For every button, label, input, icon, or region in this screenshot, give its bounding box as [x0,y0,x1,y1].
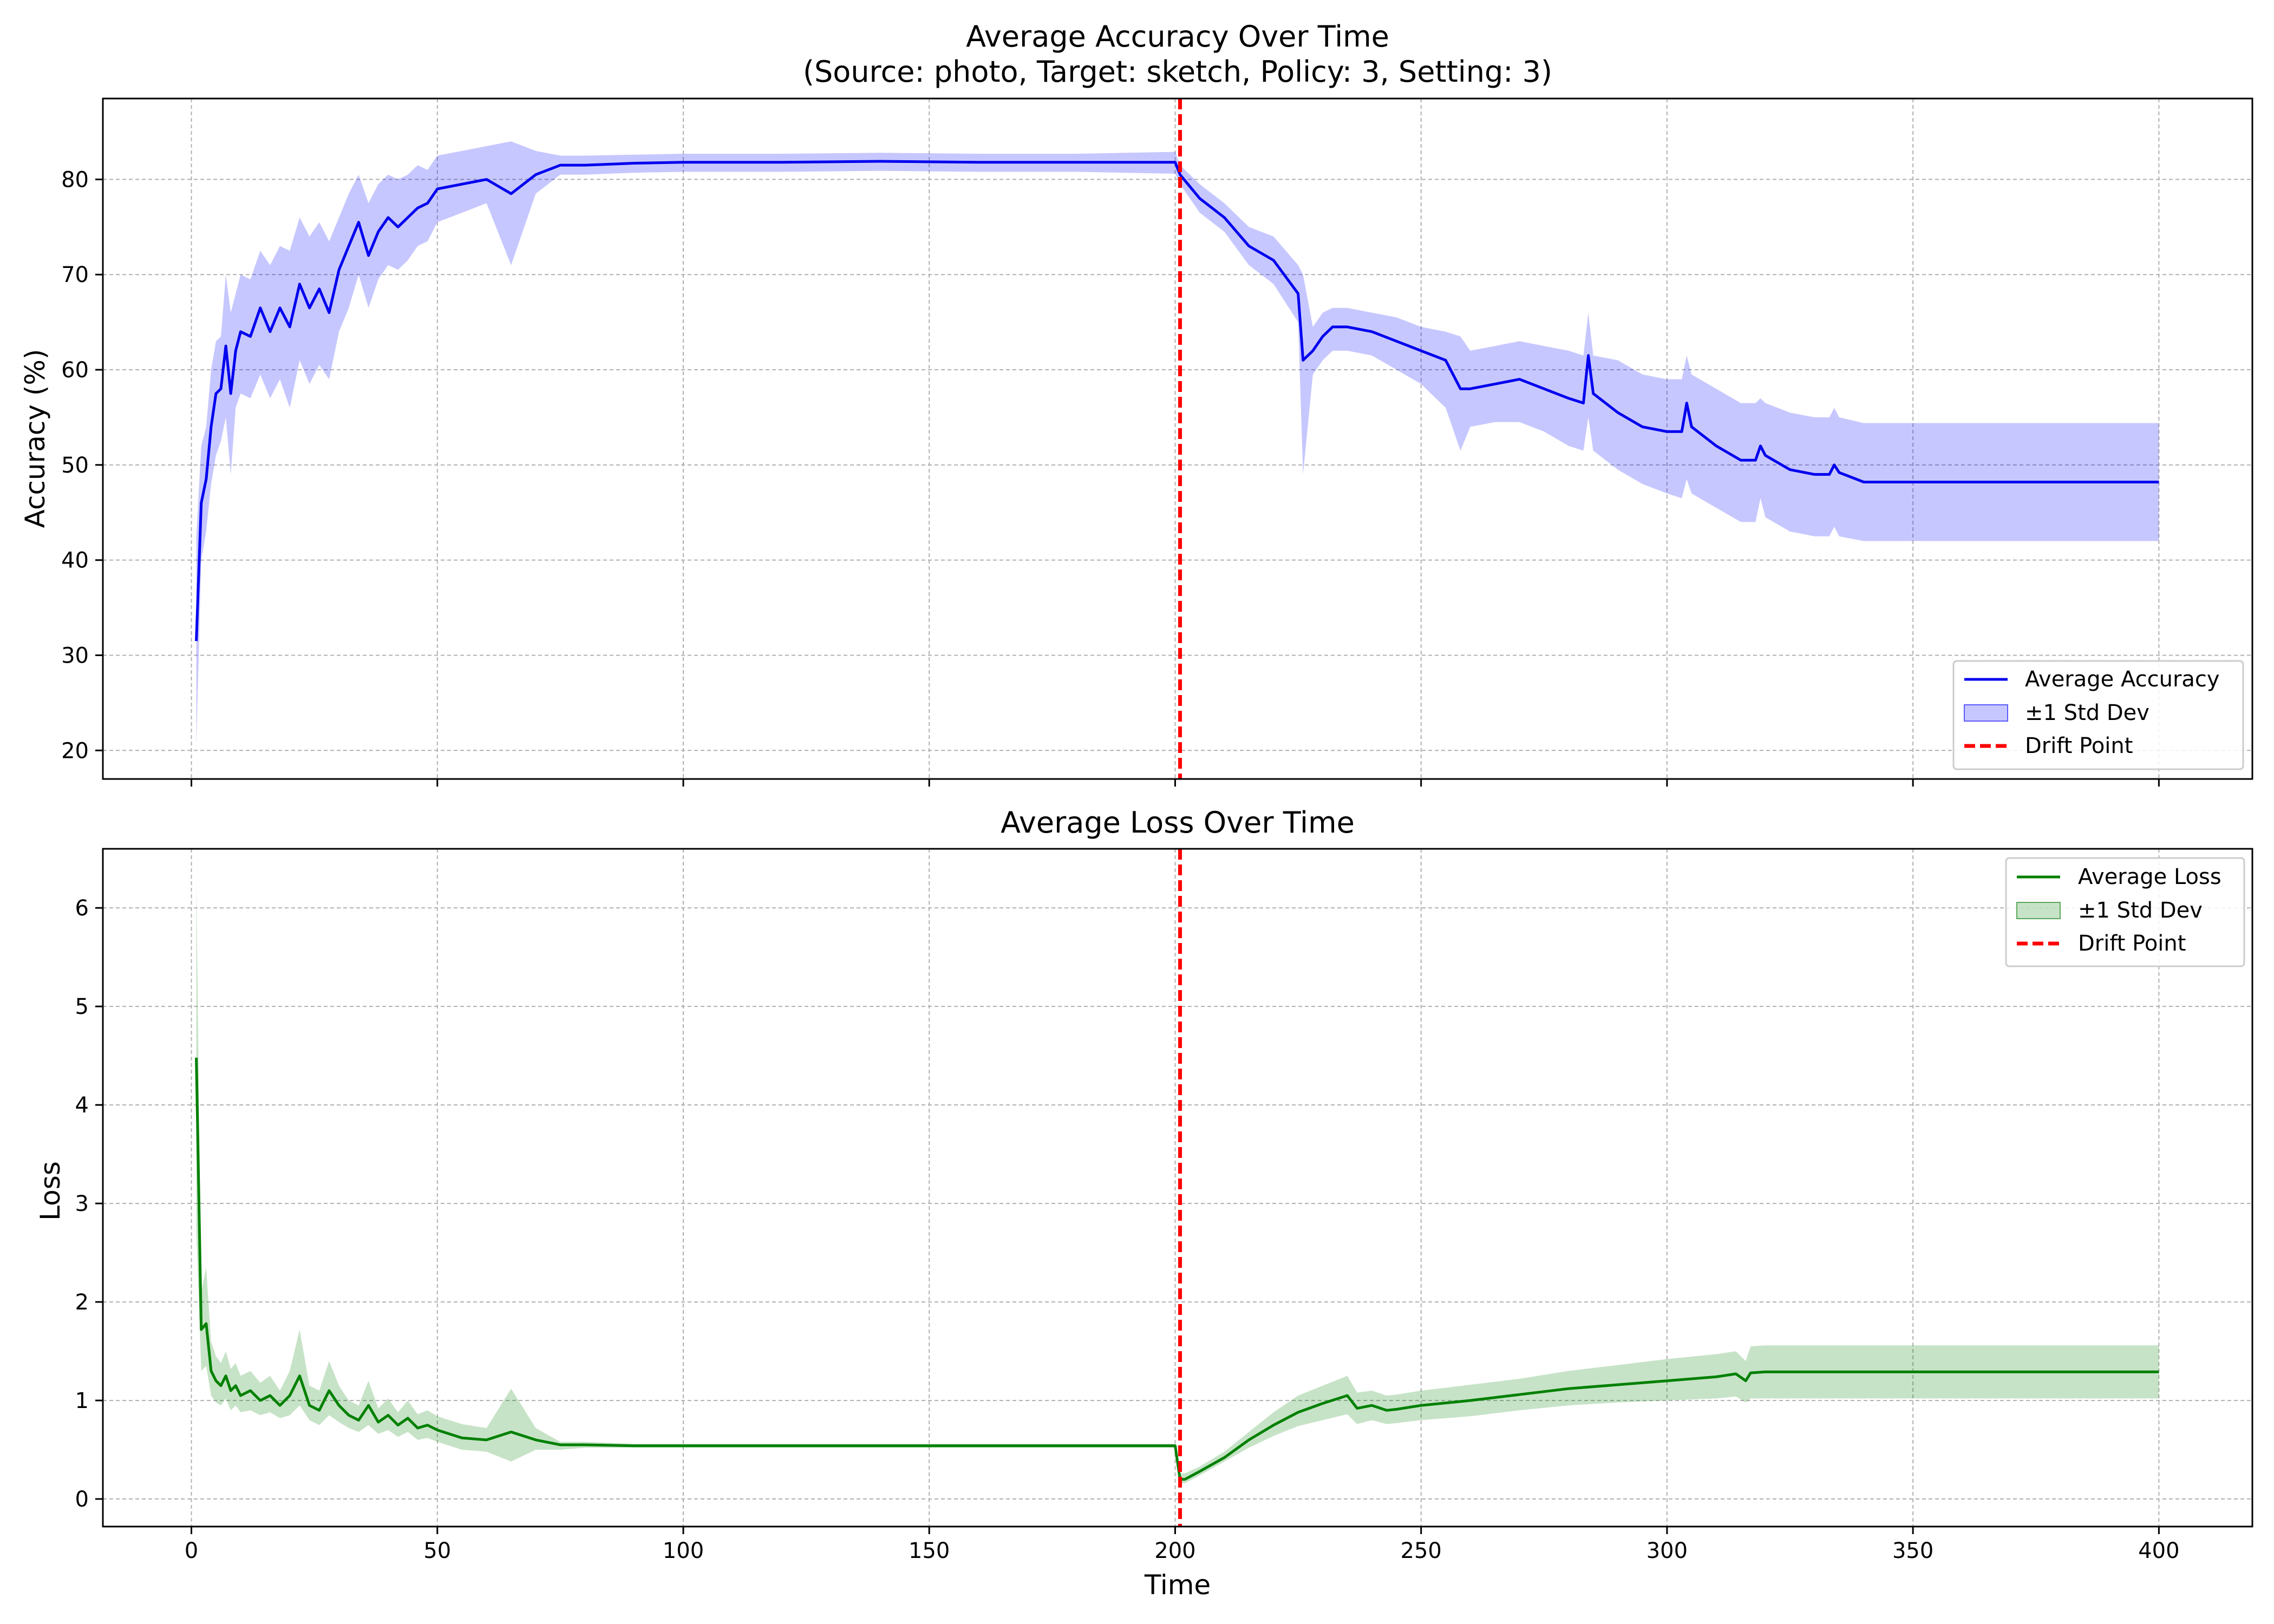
legend-loss-std-swatch [2016,902,2061,919]
loss-x-tick-label: 0 [185,1538,198,1563]
loss-grid [103,849,2252,1527]
legend-accuracy-std-label: ±1 Std Dev [2025,700,2149,725]
accuracy-y-tick-label: 20 [61,738,89,763]
legend-accuracy-std-swatch [1964,704,2008,722]
loss-std-band [196,878,2159,1483]
loss-x-tick-label: 200 [1154,1538,1195,1563]
legend-avg-accuracy-label: Average Accuracy [2025,667,2220,692]
accuracy-legend: Average Accuracy ±1 Std Dev Drift Point [1952,660,2244,770]
accuracy-grid [103,99,2252,779]
loss-line-layer [195,1057,2159,1481]
accuracy-y-tick-label: 80 [61,167,89,192]
loss-plot-frame [102,848,2253,1528]
loss-x-tick-label: 250 [1401,1538,1442,1563]
accuracy-line-layer [195,160,2159,641]
loss-y-tick-label: 3 [75,1191,89,1216]
accuracy-x-ticks [191,779,2160,787]
loss-x-axis-label: Time [1144,1569,1211,1601]
accuracy-y-tick-label: 30 [61,643,89,668]
loss-x-tick-label: 400 [2138,1538,2179,1563]
loss-average-line [195,1057,2159,1481]
loss-x-tick-label: 150 [909,1538,950,1563]
accuracy-chart-title: Average Accuracy Over Time [966,19,1389,54]
accuracy-std-band [196,141,2159,746]
loss-y-tick-label: 5 [75,994,89,1019]
loss-x-ticks: 0 50 100 150 200 250 300 350 400 [185,1527,2180,1563]
legend-loss-drift-label: Drift Point [2078,931,2186,956]
loss-y-tick-label: 0 [75,1487,89,1512]
accuracy-y-tick-label: 50 [61,453,89,478]
loss-y-tick-label: 6 [75,896,89,921]
loss-x-tick-label: 100 [663,1538,704,1563]
accuracy-y-axis-label: Accuracy (%) [19,349,51,528]
loss-y-ticks: 0 1 2 3 4 5 6 [75,896,103,1512]
legend-accuracy-drift-label: Drift Point [2025,734,2133,758]
accuracy-average-line [195,160,2159,641]
loss-chart-title: Average Loss Over Time [1001,806,1355,840]
accuracy-y-tick-label: 70 [61,263,89,287]
loss-std-band-layer [196,878,2159,1483]
loss-x-tick-label: 50 [423,1538,451,1563]
accuracy-chart-subtitle: (Source: photo, Target: sketch, Policy: … [803,55,1552,89]
accuracy-plot-frame [102,97,2253,780]
accuracy-std-band-layer [196,141,2159,746]
accuracy-y-ticks: 20 30 40 50 60 70 80 [61,167,103,763]
loss-x-tick-label: 300 [1646,1538,1688,1563]
accuracy-y-tick-label: 60 [61,358,89,383]
loss-y-axis-label: Loss [35,1161,66,1221]
loss-y-tick-label: 1 [75,1389,89,1413]
loss-panel: Average Loss Over Time 0 50 100 150 200 250 30… [35,806,2253,1601]
loss-x-tick-label: 350 [1892,1538,1933,1563]
accuracy-y-tick-label: 40 [61,548,89,573]
legend-avg-loss-label: Average Loss [2078,865,2221,889]
accuracy-panel: Average Accuracy Over Time (Source: phot… [19,19,2253,787]
legend-loss-std-label: ±1 Std Dev [2078,898,2203,923]
loss-legend: Average Loss ±1 Std Dev Drift Point [2005,857,2245,967]
loss-y-tick-label: 2 [75,1290,89,1315]
loss-y-tick-label: 4 [75,1093,89,1118]
